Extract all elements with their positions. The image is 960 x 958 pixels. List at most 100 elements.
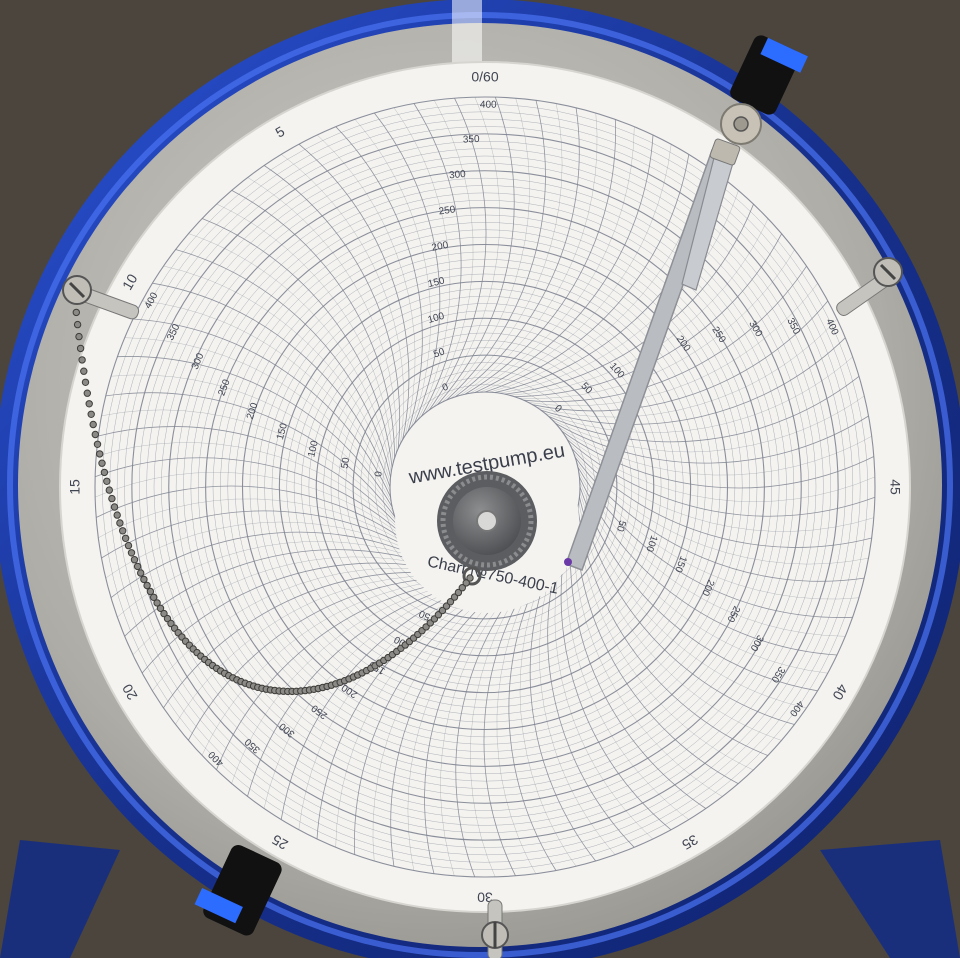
bead-chain-icon — [71, 296, 474, 696]
chain-bead — [446, 598, 455, 606]
grid-ring — [249, 251, 721, 723]
scale-label: 0 — [441, 381, 451, 393]
grid-time-arc — [433, 97, 500, 408]
grid-ring — [278, 280, 692, 694]
chain-bead — [143, 581, 151, 590]
grid-ring — [116, 118, 854, 856]
chain-bead — [160, 609, 168, 618]
chain-bead — [87, 410, 95, 418]
chain-bead — [462, 579, 470, 587]
scale-label: 350 — [463, 134, 481, 146]
grid-ring — [293, 295, 677, 679]
chain-bead — [81, 378, 90, 386]
grid-time-arc — [263, 165, 401, 449]
grid-time-arc — [544, 356, 853, 433]
stand-leg-left — [0, 840, 120, 958]
minute-label: 15 — [67, 479, 83, 495]
chain-bead — [466, 574, 474, 582]
grid-time-arc — [579, 486, 818, 692]
grid-time-arc — [142, 300, 391, 493]
grid-time-arc — [105, 521, 418, 579]
chain-bead — [124, 541, 133, 550]
scale-label: 200 — [245, 401, 261, 421]
scale-label: 0 — [552, 403, 564, 415]
grid-ring — [168, 170, 802, 804]
grid-time-arc — [105, 392, 395, 517]
scale-label: 100 — [306, 439, 320, 458]
top-right-slot — [730, 35, 808, 115]
left-screw-clip-icon[interactable] — [62, 275, 140, 321]
grid-time-arc — [188, 577, 456, 741]
grid-ring — [183, 185, 787, 789]
grid-ring — [94, 96, 876, 878]
scale-label: 100 — [427, 311, 447, 326]
grid-time-arc — [96, 485, 409, 544]
chain-bead — [80, 367, 88, 375]
grid-time-arc — [216, 579, 466, 770]
chain-bead — [454, 588, 463, 597]
grid-time-arc — [561, 430, 874, 489]
grid-time-arc — [528, 283, 818, 407]
grid-time-arc — [469, 126, 635, 394]
grid-time-arc — [110, 531, 422, 599]
grid-time-arc — [425, 100, 474, 414]
grid-time-arc — [175, 249, 391, 478]
bottom-screw-clip-icon[interactable] — [481, 899, 509, 958]
grid-time-arc — [281, 154, 405, 444]
grid-ring — [198, 200, 772, 774]
grid-time-arc — [373, 112, 441, 424]
scale-label: 400 — [480, 100, 497, 111]
minute-label: 20 — [119, 681, 141, 703]
chain-bead — [146, 587, 155, 596]
grid-time-arc — [523, 265, 807, 403]
grid-ring — [175, 177, 795, 797]
recorder-pen-arm-icon[interactable] — [564, 103, 762, 571]
grid-time-arc — [231, 190, 395, 458]
center-knob-icon[interactable] — [437, 471, 537, 571]
chain-bead — [98, 459, 106, 467]
bottom-left-slot — [194, 844, 282, 936]
chain-bead — [85, 400, 93, 408]
scale-label: 50 — [417, 607, 432, 622]
right-screw-clip-icon[interactable] — [834, 257, 903, 318]
chain-bead — [105, 486, 114, 494]
grid-time-arc — [446, 100, 546, 401]
grid-ring — [286, 288, 684, 686]
grid-time-arc — [552, 395, 865, 453]
grid-ring — [131, 133, 839, 841]
chain-bead — [119, 527, 127, 535]
grid-ring — [124, 126, 846, 848]
plate-glare — [452, 0, 482, 70]
grid-time-arc — [101, 409, 397, 522]
grid-time-arc — [554, 538, 653, 840]
minute-label: 25 — [269, 831, 291, 853]
chain-bead — [156, 604, 165, 612]
grid-time-arc — [152, 282, 391, 488]
grid-time-arc — [565, 530, 689, 820]
scale-label: 300 — [449, 169, 467, 181]
chain-bead — [110, 503, 119, 511]
grid-ring — [308, 310, 662, 664]
grid-time-arc — [117, 356, 393, 508]
scale-label: 50 — [614, 519, 628, 533]
grid-ring — [301, 303, 669, 671]
grid-time-arc — [216, 203, 394, 463]
grid-time-arc — [98, 498, 412, 547]
chain-bead — [113, 511, 121, 519]
grid-time-arc — [247, 177, 397, 454]
chain-bead — [150, 593, 158, 601]
chain-bead — [78, 356, 86, 364]
chain-bead — [91, 430, 100, 439]
grid-time-arc — [518, 249, 795, 399]
scale-label: 200 — [431, 240, 450, 254]
grid-ring — [227, 229, 743, 745]
grid-time-arc — [202, 218, 393, 468]
grid-ring — [146, 148, 824, 826]
grid-ring — [102, 104, 868, 870]
grid-time-arc — [437, 96, 515, 405]
grid-time-arc — [455, 107, 580, 397]
grid-time-arc — [188, 233, 392, 473]
grid-time-arc — [354, 119, 431, 428]
scale-label: 150 — [427, 275, 446, 290]
